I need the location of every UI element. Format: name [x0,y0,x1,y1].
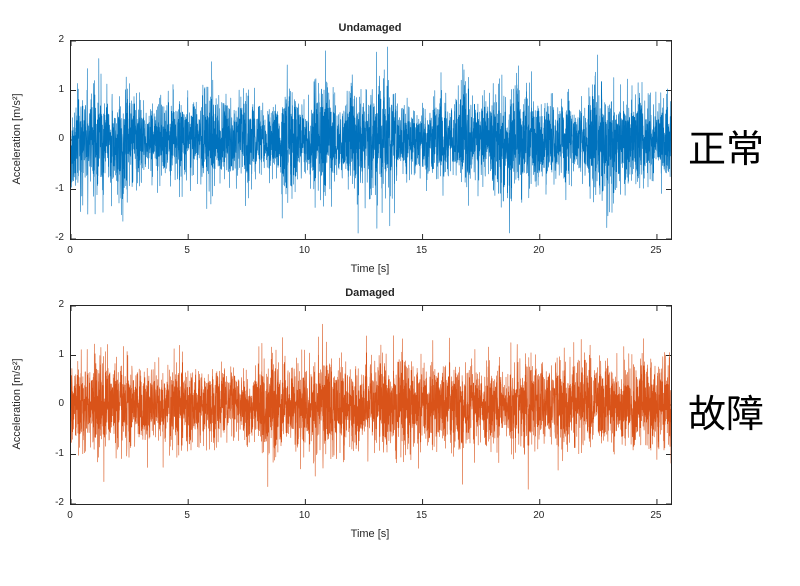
y-tick-label: -1 [55,447,64,459]
y-tick-label: -2 [55,497,64,508]
x-tick-label: 20 [533,510,545,521]
y-axis-label: Acceleration [m/s²] [11,358,23,450]
x-tick-label: 5 [184,510,190,521]
x-tick-label: 25 [650,245,662,256]
x-tick-label: 10 [298,510,310,521]
signal-plot [71,41,671,239]
y-tick-label: 1 [58,83,64,95]
y-tick-label: 0 [58,133,64,144]
chart-title: Damaged [345,287,395,299]
plot-area [70,40,672,240]
y-tick-label: 2 [58,34,64,45]
x-axis-label: Time [s] [350,263,390,275]
y-tick-label: -2 [55,232,64,243]
y-tick-label: 1 [58,348,64,360]
x-tick-label: 25 [650,510,662,521]
chart-damaged: Damaged Acceleration [m/s²] Time [s] 故障 … [0,285,800,540]
side-label-normal: 正常 [688,127,765,171]
y-axis-label: Acceleration [m/s²] [11,93,23,185]
plot-area [70,305,672,505]
x-tick-label: 10 [298,245,310,256]
y-tick-label: 0 [58,398,64,409]
x-tick-label: 15 [416,510,428,521]
signal-plot [71,306,671,504]
y-tick-label: -1 [55,182,64,194]
x-tick-label: 0 [67,245,73,256]
signal-trace [71,46,671,234]
x-tick-label: 15 [416,245,428,256]
signal-trace [71,323,671,490]
x-tick-label: 0 [67,510,73,521]
x-axis-label: Time [s] [350,528,390,540]
y-tick-label: 2 [58,299,64,310]
chart-title: Undamaged [338,22,402,34]
chart-undamaged: Undamaged Acceleration [m/s²] Time [s] 正… [0,20,800,275]
x-tick-label: 20 [533,245,545,256]
x-tick-label: 5 [184,245,190,256]
side-label-fault: 故障 [688,392,765,436]
